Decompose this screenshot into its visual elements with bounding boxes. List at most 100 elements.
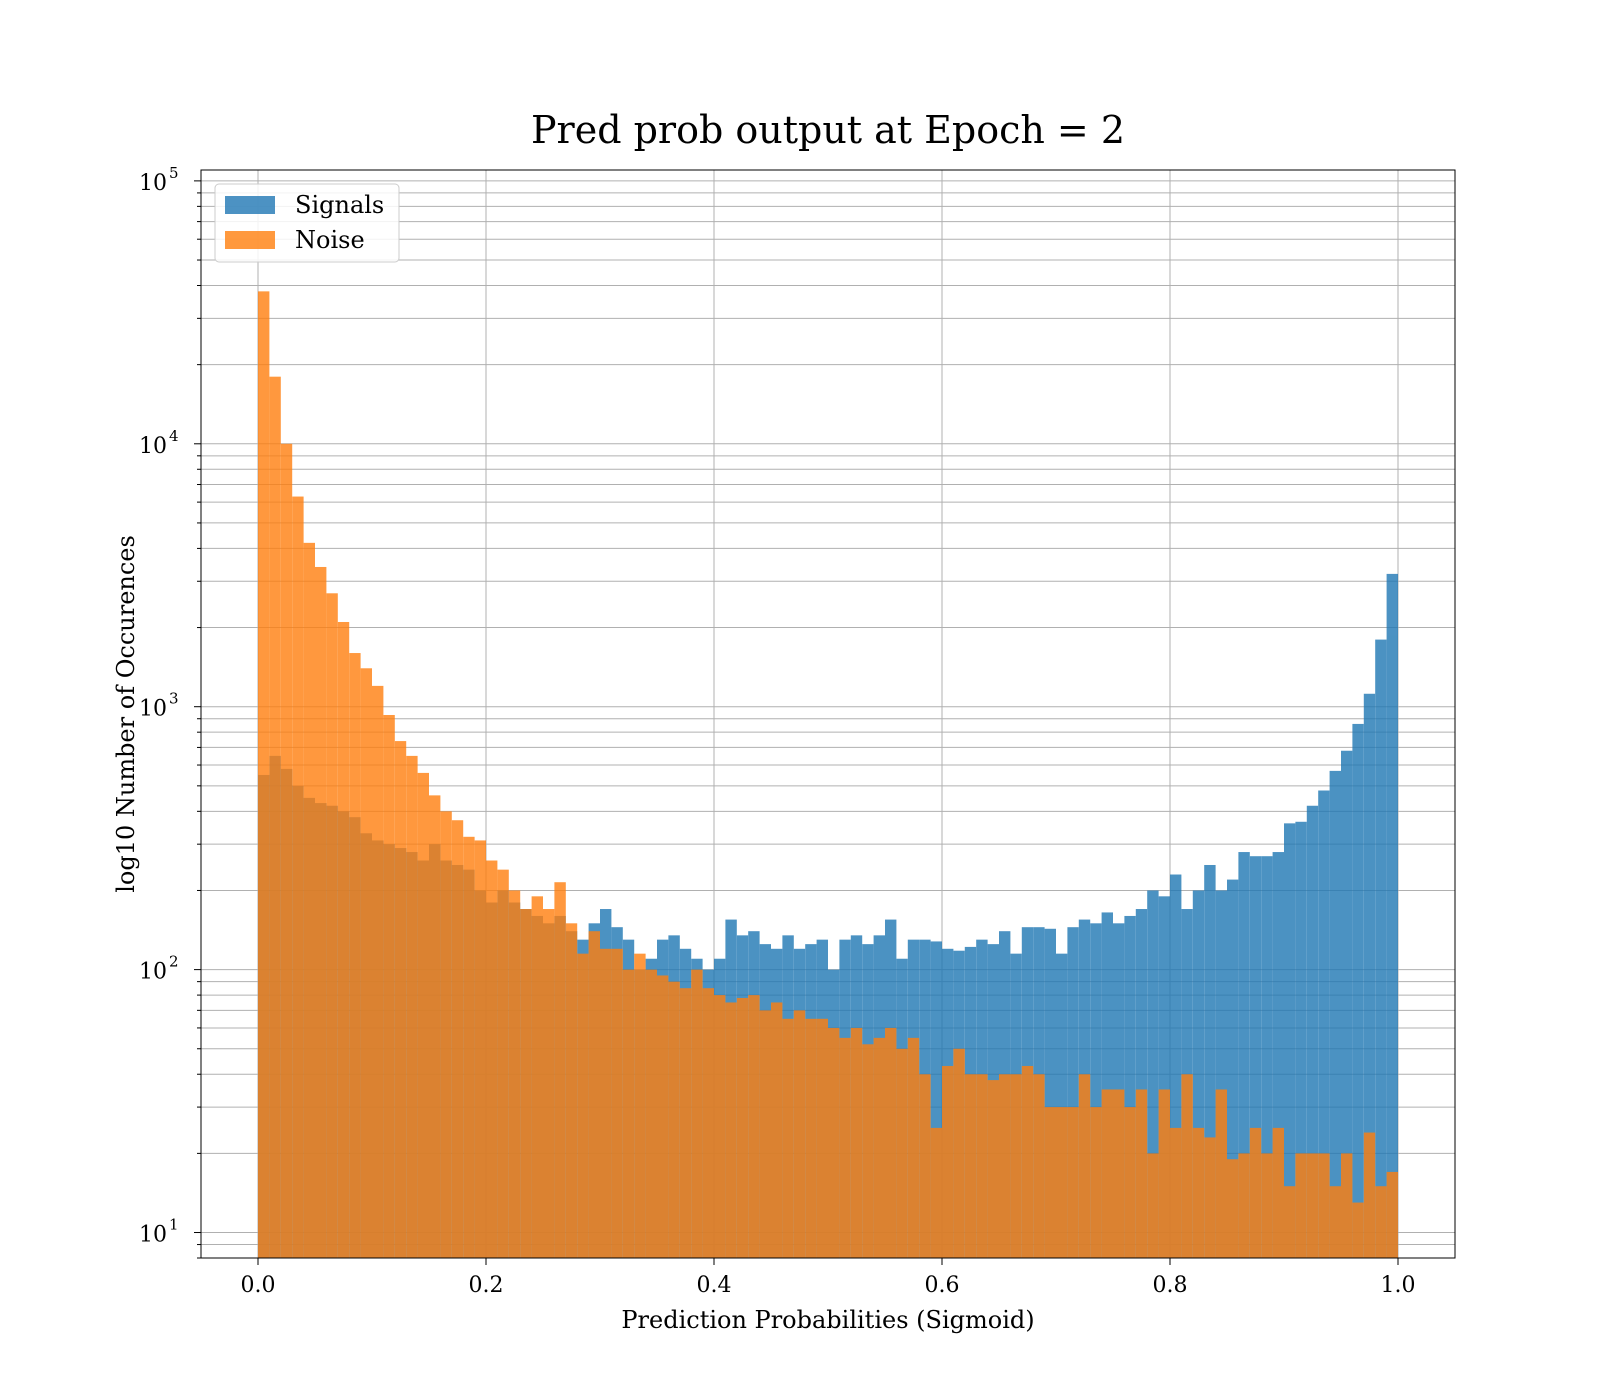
bar-noise bbox=[1113, 1089, 1125, 1258]
bar-noise bbox=[269, 376, 281, 1258]
legend-label-signals: Signals bbox=[295, 191, 384, 219]
bar-noise bbox=[440, 811, 452, 1258]
legend-label-noise: Noise bbox=[295, 226, 365, 254]
bar-noise bbox=[1249, 1127, 1262, 1258]
bar-signals bbox=[1067, 927, 1079, 1258]
bar-noise bbox=[1386, 1171, 1398, 1258]
bar-noise bbox=[486, 860, 498, 1258]
bar-signals bbox=[930, 941, 942, 1258]
x-tick-label: 0.4 bbox=[697, 1273, 732, 1298]
bar-noise bbox=[1375, 1186, 1387, 1258]
bar-noise bbox=[1033, 1074, 1045, 1258]
bar-signals bbox=[1386, 573, 1398, 1258]
bar-noise bbox=[1101, 1089, 1113, 1258]
bar-noise bbox=[588, 931, 600, 1258]
y-tick-label: 10 bbox=[139, 960, 167, 985]
bar-noise bbox=[1295, 1153, 1307, 1258]
bar-noise bbox=[303, 542, 315, 1258]
bar-noise bbox=[1067, 1107, 1079, 1258]
bar-signals bbox=[1044, 928, 1056, 1258]
bar-noise bbox=[987, 1080, 999, 1258]
x-tick-label: 0.2 bbox=[469, 1273, 504, 1298]
bar-noise bbox=[999, 1074, 1011, 1258]
y-axis-label: log10 Number of Occurences bbox=[112, 535, 140, 893]
bar-noise bbox=[474, 840, 486, 1258]
series-noise bbox=[258, 291, 1398, 1259]
legend-swatch-noise bbox=[225, 231, 275, 249]
bar-noise bbox=[463, 836, 475, 1258]
y-tick-label: 10 bbox=[139, 434, 167, 459]
bar-noise bbox=[1306, 1153, 1319, 1258]
bar-noise bbox=[600, 948, 612, 1258]
bar-noise bbox=[873, 1037, 885, 1258]
y-tick-label: 10 bbox=[139, 1223, 167, 1248]
bar-noise bbox=[1272, 1127, 1284, 1258]
bar-noise bbox=[360, 668, 372, 1258]
bar-noise bbox=[1329, 1186, 1341, 1258]
bar-noise bbox=[702, 988, 714, 1258]
bar-noise bbox=[565, 923, 578, 1258]
bar-noise bbox=[885, 1027, 897, 1258]
bar-signals bbox=[1318, 790, 1330, 1258]
bar-noise bbox=[1135, 1089, 1148, 1258]
bar-noise bbox=[1238, 1153, 1250, 1258]
x-tick-label: 0.8 bbox=[1153, 1273, 1188, 1298]
bar-noise bbox=[1352, 1202, 1364, 1258]
bar-signals bbox=[1227, 879, 1239, 1258]
bar-noise bbox=[1124, 1107, 1136, 1258]
bar-noise bbox=[907, 1037, 920, 1258]
bar-noise bbox=[679, 988, 692, 1258]
bar-noise bbox=[645, 969, 657, 1258]
bar-signals bbox=[1284, 823, 1296, 1258]
bar-noise bbox=[508, 890, 521, 1258]
bar-noise bbox=[634, 953, 646, 1258]
bar-noise bbox=[520, 909, 532, 1258]
bar-signals bbox=[1135, 909, 1148, 1258]
y-tick-exponent: 4 bbox=[169, 427, 179, 445]
bar-noise bbox=[736, 997, 749, 1258]
x-tick-label: 1.0 bbox=[1381, 1273, 1416, 1298]
bar-noise bbox=[383, 714, 395, 1258]
bar-noise bbox=[554, 882, 566, 1258]
bar-noise bbox=[793, 1010, 806, 1258]
bar-noise bbox=[543, 909, 555, 1258]
bar-noise bbox=[611, 948, 623, 1258]
bar-noise bbox=[1215, 1089, 1227, 1258]
bar-noise bbox=[748, 995, 760, 1258]
bar-noise bbox=[668, 981, 680, 1258]
bar-noise bbox=[805, 1018, 817, 1258]
bar-signals bbox=[1147, 890, 1159, 1258]
bar-noise bbox=[816, 1018, 828, 1258]
bar-noise bbox=[896, 1048, 908, 1258]
bars bbox=[258, 291, 1398, 1259]
y-tick-label: 10 bbox=[139, 697, 167, 722]
bar-noise bbox=[258, 291, 270, 1258]
bar-noise bbox=[429, 795, 441, 1258]
bar-signals bbox=[1329, 770, 1341, 1258]
bar-signals bbox=[1352, 723, 1364, 1258]
bar-signals bbox=[1261, 856, 1273, 1258]
bar-noise bbox=[1158, 1089, 1170, 1258]
bar-noise bbox=[349, 653, 361, 1258]
bar-noise bbox=[976, 1074, 988, 1258]
bar-noise bbox=[850, 1027, 863, 1258]
y-tick-exponent: 5 bbox=[169, 164, 179, 182]
bar-noise bbox=[1147, 1153, 1159, 1258]
bar-noise bbox=[771, 1002, 783, 1258]
bar-signals bbox=[1238, 852, 1250, 1258]
bar-noise bbox=[691, 969, 703, 1258]
bar-noise bbox=[394, 741, 407, 1258]
bar-signals bbox=[1056, 953, 1068, 1258]
bar-noise bbox=[1170, 1127, 1182, 1258]
bar-signals bbox=[1170, 874, 1182, 1258]
bar-noise bbox=[326, 593, 338, 1258]
bar-signals bbox=[1204, 864, 1216, 1258]
bar-noise bbox=[930, 1127, 942, 1258]
y-tick-label: 10 bbox=[139, 171, 167, 196]
bar-noise bbox=[497, 869, 509, 1258]
bar-noise bbox=[1318, 1153, 1330, 1258]
bar-noise bbox=[622, 969, 635, 1258]
bar-noise bbox=[1284, 1186, 1296, 1258]
